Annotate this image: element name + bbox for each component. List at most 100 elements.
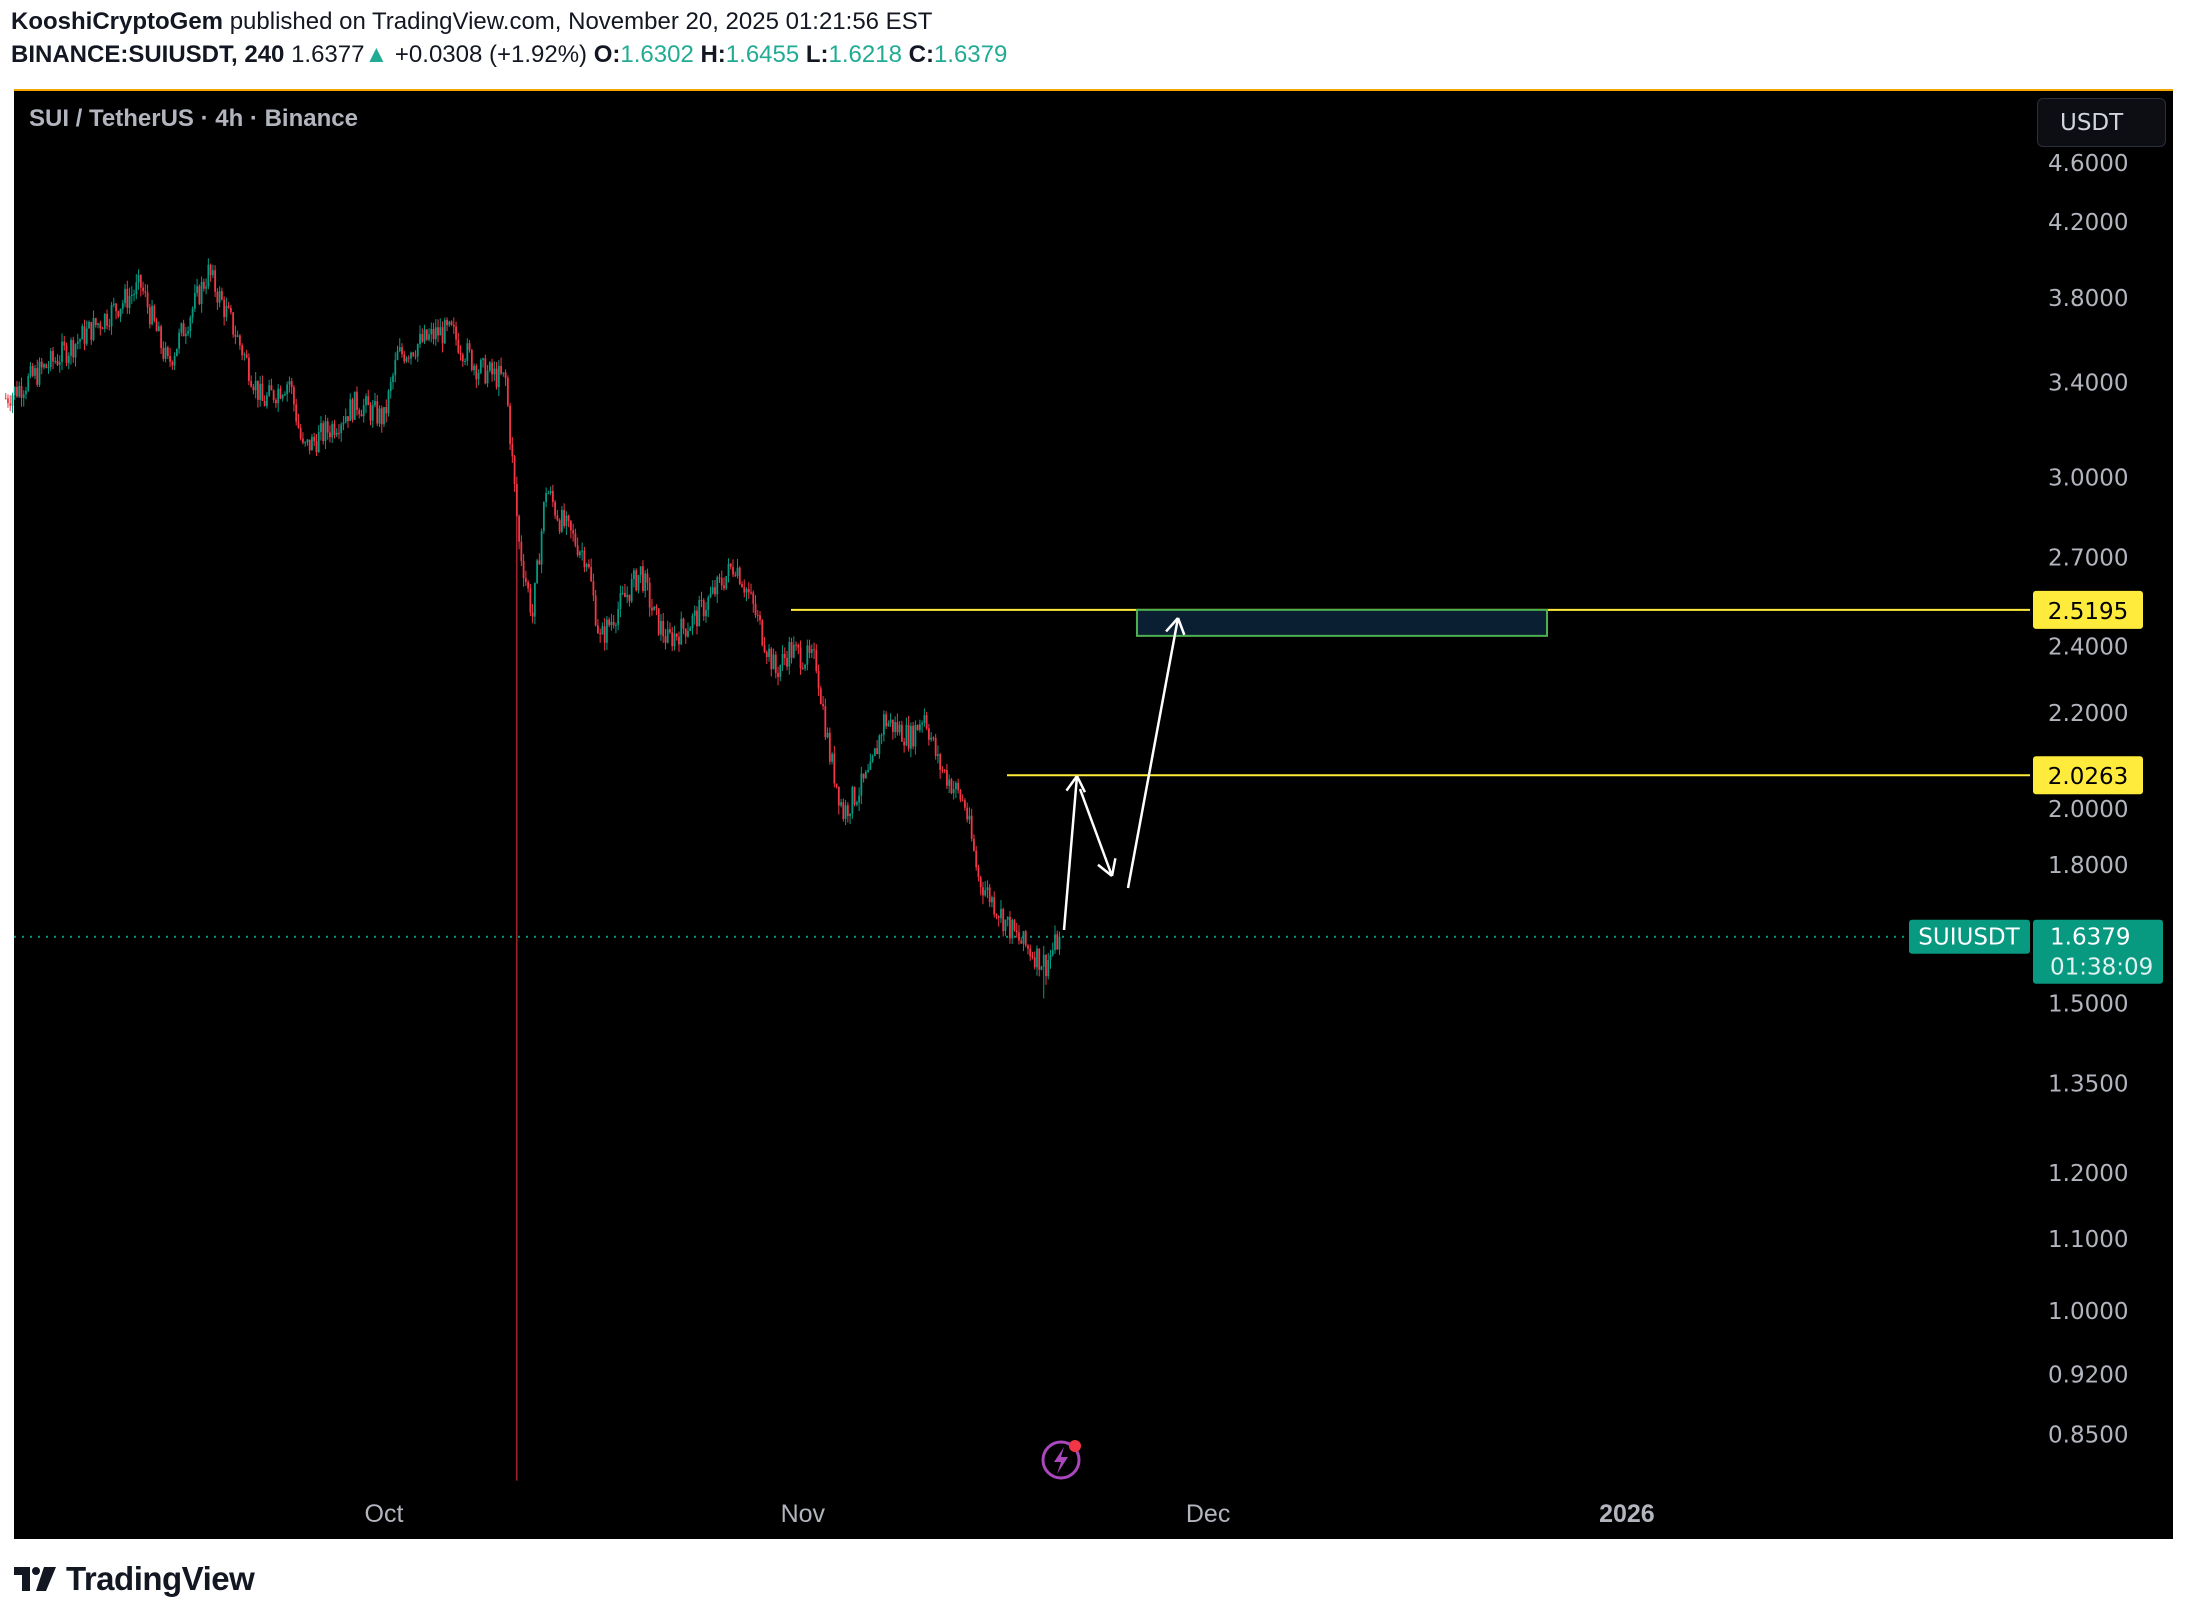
chart-pane[interactable] — [14, 89, 2173, 1539]
candle-body — [358, 410, 361, 415]
candle-body — [61, 341, 63, 363]
candle-body — [948, 779, 951, 786]
candle-body — [85, 328, 88, 344]
candle-body — [245, 354, 248, 358]
candle-body — [894, 722, 897, 732]
candle-body — [639, 566, 642, 575]
candle-body — [74, 344, 77, 358]
candle-body — [184, 333, 187, 337]
candle-body — [826, 732, 829, 738]
candle-body — [583, 550, 586, 568]
candle-body — [500, 365, 502, 374]
candle-body — [124, 288, 126, 304]
candle-body — [952, 789, 955, 794]
candle-body — [988, 887, 991, 903]
candle-body — [682, 618, 685, 629]
candle-body — [520, 541, 523, 561]
candle-body — [711, 587, 714, 594]
candle-body — [20, 386, 23, 398]
candle-body — [378, 408, 381, 424]
candle-body — [815, 650, 818, 671]
candle-body — [630, 579, 633, 602]
candle-body — [574, 533, 577, 546]
candle-body — [657, 608, 660, 635]
candle-body — [551, 490, 554, 503]
candle-body — [31, 365, 34, 376]
candle-body — [977, 867, 980, 878]
candle-body — [335, 432, 338, 435]
candle-body — [277, 388, 280, 404]
candle-body — [425, 329, 428, 340]
candle-body — [808, 645, 811, 653]
candle-body — [482, 358, 484, 361]
candle-body — [896, 722, 899, 733]
candle-body — [441, 327, 444, 344]
candle-body — [772, 654, 775, 670]
candle-body — [97, 323, 99, 326]
candle-body — [383, 407, 385, 425]
candle-body — [58, 362, 61, 365]
candle-body — [961, 799, 964, 801]
candle-body — [1029, 948, 1032, 957]
candle-body — [506, 378, 509, 406]
candle-body — [1020, 940, 1023, 944]
candle-body — [299, 427, 302, 439]
candle-body — [146, 292, 149, 308]
tradingview-logo[interactable]: TradingView — [14, 1560, 255, 1598]
candle-body — [13, 386, 16, 396]
candle-body — [198, 286, 201, 304]
candle-body — [858, 795, 861, 803]
target-zone-rectangle — [1136, 608, 1548, 637]
candle-body — [290, 381, 293, 388]
candle-body — [932, 737, 935, 739]
y-tick-label: 4.2000 — [2048, 210, 2128, 236]
candle-body — [414, 355, 417, 357]
y-tick-label: 2.2000 — [2048, 701, 2128, 727]
candle-body — [860, 773, 863, 796]
candle-body — [806, 645, 809, 665]
candle-body — [527, 582, 530, 589]
candle-body — [851, 786, 854, 814]
level-price-label-bg — [2033, 590, 2143, 629]
candle-body — [495, 368, 498, 388]
candle-body — [774, 654, 777, 674]
candle-body — [25, 390, 27, 395]
candle-body — [317, 432, 320, 453]
candle-body — [522, 560, 525, 579]
candle-body — [837, 786, 840, 806]
candle-body — [576, 545, 579, 556]
candle-body — [968, 815, 971, 820]
candle-body — [869, 761, 872, 770]
candle-body — [470, 349, 473, 371]
currency-button[interactable]: USDT — [2037, 98, 2166, 147]
candle-body — [166, 347, 169, 356]
candle-body — [491, 362, 493, 375]
candle-body — [259, 383, 262, 400]
arrow-head — [1075, 775, 1087, 793]
candle-body — [624, 592, 626, 598]
y-tick-label: 3.8000 — [2048, 286, 2128, 312]
brand-name: TradingView — [66, 1560, 255, 1597]
candle-body — [493, 368, 496, 375]
candle-body — [1047, 960, 1050, 977]
candle-body — [941, 769, 944, 771]
candle-body — [182, 323, 185, 337]
candle-body — [864, 771, 867, 779]
published-text: published on TradingView.com, November 2… — [229, 8, 933, 35]
candle-body — [36, 368, 39, 385]
candle-body — [705, 610, 707, 617]
candle-body — [849, 813, 851, 817]
author[interactable]: KooshiCryptoGem — [11, 8, 224, 35]
candle-body — [234, 334, 237, 337]
candle-body — [376, 401, 379, 424]
candle-body — [745, 589, 748, 593]
candle-body — [939, 754, 942, 770]
open-value: 1.6302 — [620, 41, 694, 68]
level-price-label-bg — [2033, 756, 2143, 795]
candle-body — [40, 361, 43, 368]
candle-body — [169, 355, 171, 362]
candle-body — [45, 364, 48, 368]
candle-body — [628, 594, 631, 602]
candle-body — [700, 600, 703, 602]
y-tick-label: 0.9200 — [2048, 1363, 2128, 1389]
